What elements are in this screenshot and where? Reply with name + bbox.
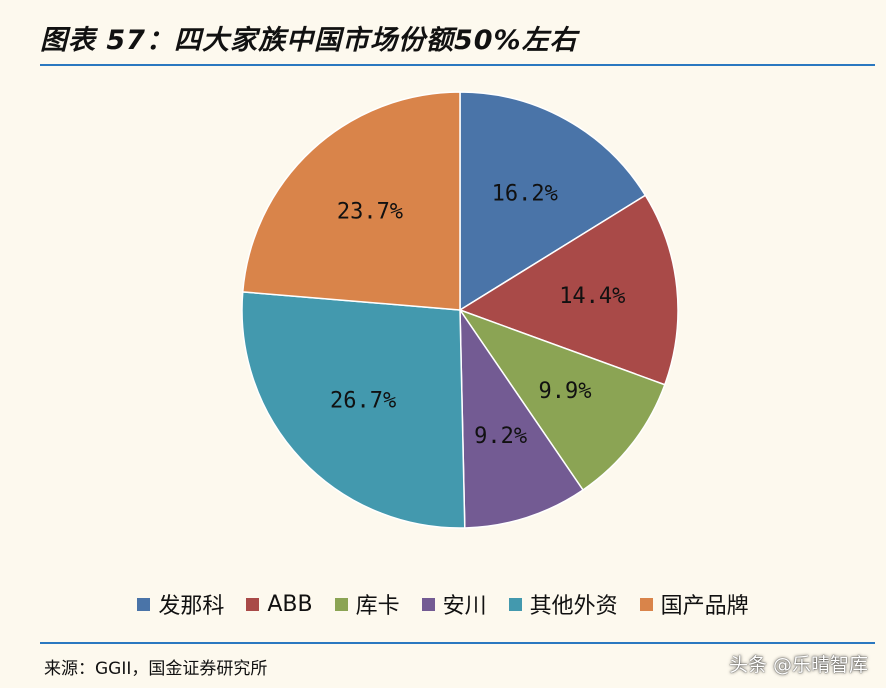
pie-slice-2 [458, 308, 666, 492]
slice-data-label-0: 16.2% [492, 181, 558, 206]
legend-swatch [639, 597, 653, 611]
legend-label: 发那科 [158, 594, 225, 619]
legend-label: 库卡 [355, 594, 400, 619]
pie-slice-4 [241, 291, 466, 529]
pie-slice-3 [459, 307, 585, 529]
source-note: 来源：GGII，国金证券研究所 [44, 659, 268, 679]
legend-swatch [246, 597, 260, 611]
slice-data-label-5: 23.7% [337, 200, 403, 225]
chart-title: 图表 57：四大家族中国市场份额50%左右 [40, 25, 578, 56]
watermark: 头条 @乐晴智库 [728, 654, 868, 676]
slice-data-label-1: 14.4% [559, 284, 625, 309]
legend-label: ABB [267, 591, 313, 617]
legend-swatch [334, 597, 348, 611]
title-divider [40, 64, 875, 66]
legend-item-3: 安川 [421, 588, 487, 620]
legend-swatch [508, 597, 522, 611]
legend-item-5: 国产品牌 [639, 588, 749, 620]
source-divider [40, 642, 875, 644]
slice-data-label-3: 9.2% [474, 424, 527, 449]
chart-legend: 发那科 ABB 库卡 安川 其他外资 国产品牌 [0, 588, 886, 620]
slice-data-label-2: 9.9% [539, 379, 592, 404]
slice-data-label-4: 26.7% [330, 389, 396, 414]
legend-label: 安川 [442, 594, 487, 619]
legend-label: 国产品牌 [660, 594, 749, 619]
legend-swatch [137, 597, 151, 611]
pie-slice-1 [458, 194, 679, 386]
legend-item-1: ABB [246, 588, 313, 620]
legend-item-0: 发那科 [137, 588, 224, 620]
pie-chart: 16.2% 14.4% 9.9% 9.2% 26.7% 23.7% [241, 91, 679, 529]
legend-item-2: 库卡 [334, 588, 400, 620]
legend-label: 其他外资 [529, 594, 618, 619]
pie-slice-0 [459, 91, 647, 312]
legend-item-4: 其他外资 [508, 588, 618, 620]
pie-slice-5 [241, 91, 461, 311]
legend-swatch [421, 597, 435, 611]
